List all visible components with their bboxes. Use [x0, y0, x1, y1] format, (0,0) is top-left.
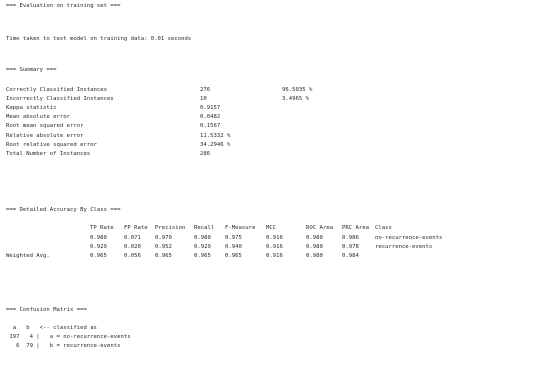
accuracy-cell: 0.980 [306, 244, 323, 250]
accuracy-column-header: PRC Area [342, 225, 369, 231]
time-taken-line: Time taken to test model on training dat… [6, 36, 192, 42]
summary-label: Kappa statistic [6, 105, 57, 112]
accuracy-cell: recurrence-events [375, 244, 433, 250]
accuracy-column-header: FP Rate [124, 225, 148, 231]
accuracy-column-header: F-Measure [225, 225, 256, 231]
summary-header: === Summary === [6, 67, 57, 73]
accuracy-column-header: Recall [194, 225, 215, 231]
accuracy-cell: 0.916 [266, 235, 283, 241]
accuracy-cell: 0.056 [124, 253, 141, 259]
summary-value: 0.1567 [200, 123, 221, 130]
confusion-matrix-header: === Confusion Matrix === [6, 307, 87, 313]
accuracy-cell: 0.980 [194, 235, 211, 241]
summary-label: Total Number of Instances [6, 150, 91, 157]
summary-value: 34.2946 % [200, 141, 231, 148]
accuracy-cell: 0.965 [194, 253, 211, 259]
accuracy-cell: 0.970 [155, 235, 172, 241]
summary-value: 286 [200, 150, 211, 157]
summary-label: Root relative squared error [6, 141, 97, 148]
accuracy-cell: 0.984 [342, 253, 359, 259]
summary-value: 11.5332 % [200, 132, 231, 139]
summary-extra: 3.4965 % [282, 96, 309, 103]
summary-label: Root mean squared error [6, 123, 84, 130]
summary-label: Mean absolute error [6, 114, 70, 121]
accuracy-cell: 0.071 [124, 235, 141, 241]
accuracy-row-label: Weighted Avg. [6, 253, 50, 259]
accuracy-cell: 0.980 [306, 253, 323, 259]
detailed-accuracy-header: === Detailed Accuracy By Class === [6, 207, 121, 213]
accuracy-cell: no-recurrence-events [375, 235, 443, 241]
accuracy-cell: 0.940 [225, 244, 242, 250]
accuracy-column-header: ROC Area [306, 225, 333, 231]
accuracy-column-header: Precision [155, 225, 186, 231]
accuracy-cell: 0.916 [266, 253, 283, 259]
confusion-matrix-row: 6 79 | b = recurrence-events [6, 343, 121, 349]
accuracy-cell: 0.978 [342, 244, 359, 250]
summary-label: Relative absolute error [6, 132, 84, 139]
summary-value: 10 [200, 96, 207, 103]
accuracy-cell: 0.980 [90, 235, 107, 241]
accuracy-cell: 0.975 [225, 235, 242, 241]
summary-value: 276 [200, 87, 211, 93]
summary-label: Incorrectly Classified Instances [6, 96, 114, 103]
accuracy-column-header: Class [375, 225, 392, 231]
accuracy-column-header: TP Rate [90, 225, 114, 231]
summary-label: Correctly Classified Instances [6, 87, 108, 93]
accuracy-cell: 0.986 [342, 235, 359, 241]
accuracy-column-header: MCC [266, 225, 277, 231]
accuracy-cell: 0.980 [306, 235, 323, 241]
accuracy-cell: 0.965 [225, 253, 242, 259]
accuracy-cell: 0.929 [90, 244, 107, 250]
accuracy-cell: 0.965 [155, 253, 172, 259]
confusion-matrix-row: 197 4 | a = no-recurrence-events [6, 334, 131, 340]
evaluation-header: === Evaluation on training set === [6, 3, 121, 9]
accuracy-cell: 0.965 [90, 253, 107, 259]
summary-value: 0.0482 [200, 114, 221, 121]
summary-value: 0.9157 [200, 105, 221, 112]
summary-extra: 96.5035 % [282, 87, 313, 93]
accuracy-cell: 0.020 [124, 244, 141, 250]
confusion-matrix-column-header: a b <-- classified as [6, 325, 97, 331]
accuracy-cell: 0.916 [266, 244, 283, 250]
accuracy-cell: 0.952 [155, 244, 172, 250]
accuracy-cell: 0.929 [194, 244, 211, 250]
